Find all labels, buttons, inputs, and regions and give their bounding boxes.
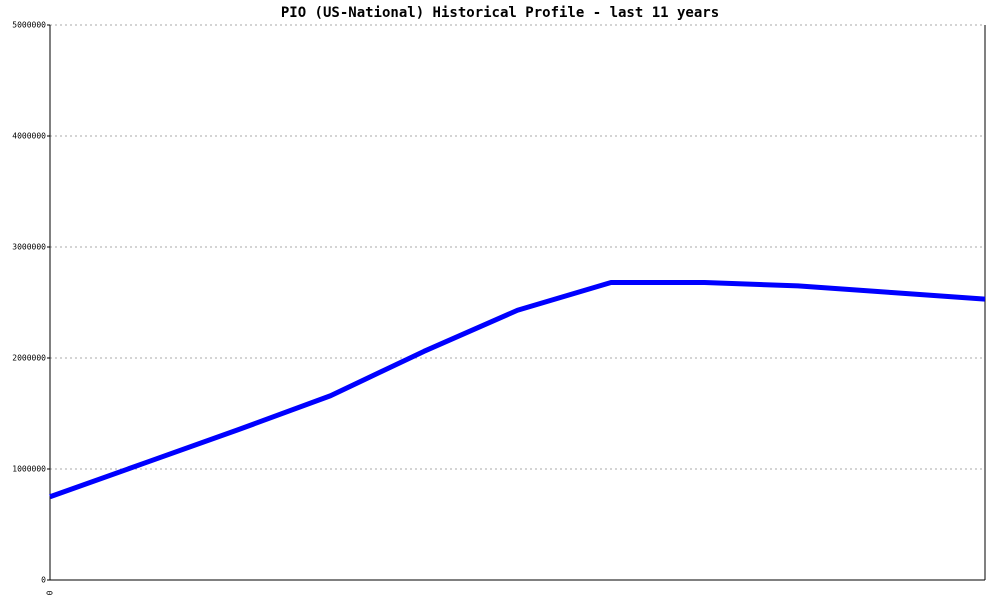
y-tick-label: 5000000	[12, 21, 46, 30]
y-tick-label: 0	[41, 576, 46, 585]
chart-title: PIO (US-National) Historical Profile - l…	[281, 5, 719, 21]
y-tick-label: 3000000	[12, 243, 46, 252]
y-tick-label: 4000000	[12, 132, 46, 141]
y-tick-label: 2000000	[12, 354, 46, 363]
y-tick-label: 1000000	[12, 465, 46, 474]
data-line	[49, 280, 986, 500]
x-tick-label: 0	[46, 590, 55, 595]
